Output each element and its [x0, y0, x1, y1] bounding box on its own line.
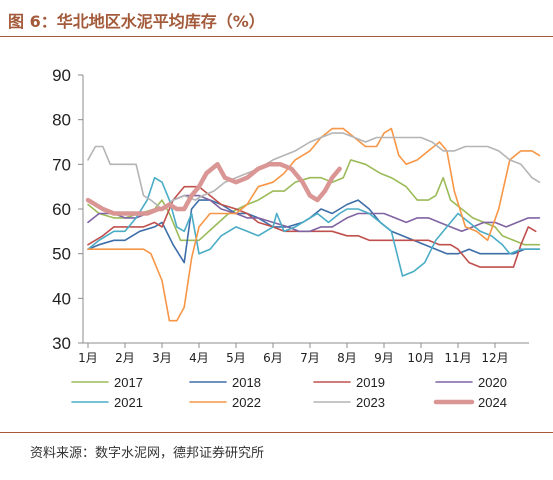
y-tick-label: 40	[52, 289, 71, 308]
legend-label-2021: 2021	[114, 395, 143, 410]
y-tick-label: 90	[52, 66, 71, 85]
y-tick-label: 70	[52, 155, 71, 174]
source-divider	[0, 432, 553, 433]
series-layer	[85, 127, 541, 322]
legend-label-2019: 2019	[356, 375, 385, 390]
x-tick-label: 6月	[263, 351, 283, 365]
figure-title: 图 6：华北地区水泥平均库存（%）	[8, 12, 265, 31]
series-line-2022	[87, 127, 541, 322]
x-tick-label: 7月	[300, 351, 320, 365]
y-tick-label: 30	[52, 334, 71, 353]
legend-label-2017: 2017	[114, 375, 143, 390]
y-tick-label: 80	[52, 111, 71, 130]
series-line-2021	[87, 176, 541, 277]
title-divider	[0, 36, 553, 37]
legend-label-2023: 2023	[356, 395, 385, 410]
legend-label-2022: 2022	[232, 395, 261, 410]
x-tick-label: 9月	[374, 351, 394, 365]
x-tick-label: 2月	[115, 351, 135, 365]
x-axis: 1月 2月 3月 4月 5月 6月 7月 8月 9月 10月 11月 12月	[78, 343, 509, 365]
source-note: 资料来源：数字水泥网，德邦证券研究所	[30, 446, 265, 461]
series-line-2023	[87, 132, 541, 210]
y-axis: 30 40 50 60 70 80 90	[52, 66, 83, 353]
series-line-2018	[87, 199, 541, 264]
y-tick-label: 50	[52, 245, 71, 264]
x-tick-label: 12月	[481, 351, 508, 365]
x-tick-label: 11月	[444, 351, 471, 365]
legend-label-2018: 2018	[232, 375, 261, 390]
x-tick-label: 8月	[337, 351, 357, 365]
series-line-2024	[85, 162, 342, 216]
legend-label-2024: 2024	[478, 395, 507, 410]
x-tick-label: 3月	[152, 351, 172, 365]
legend: 2017 2018 2019 2020 2021 2022 2023 2024	[71, 375, 507, 410]
x-tick-label: 5月	[226, 351, 246, 365]
y-tick-label: 60	[52, 200, 71, 219]
x-tick-label: 1月	[78, 351, 98, 365]
legend-label-2020: 2020	[478, 375, 507, 390]
x-tick-label: 4月	[189, 351, 209, 365]
x-tick-label: 10月	[407, 351, 434, 365]
series-line-2019	[87, 185, 537, 268]
